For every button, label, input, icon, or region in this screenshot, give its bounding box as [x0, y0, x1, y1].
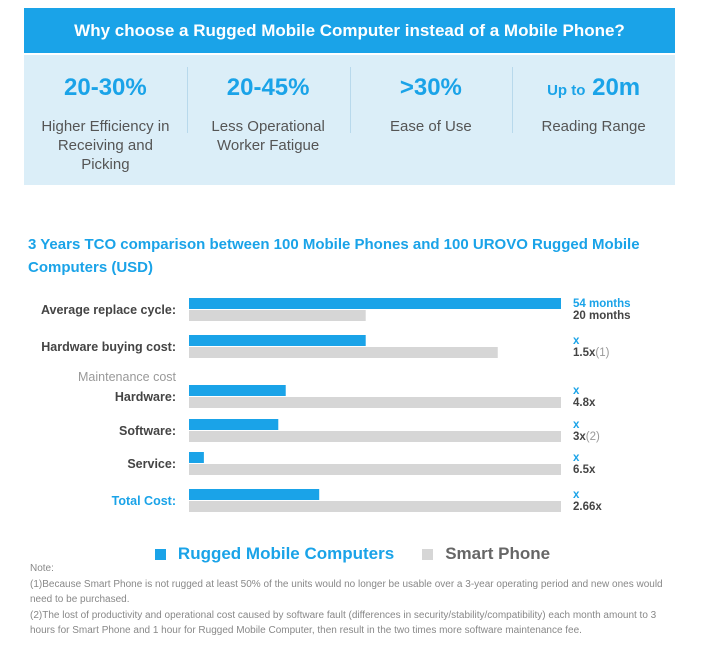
data-label-smart-phone: 4.8x — [573, 397, 596, 409]
data-label-smart-phone: 3x(2) — [573, 431, 600, 443]
data-label-rugged: x — [573, 452, 580, 464]
banner-title: Why choose a Rugged Mobile Computer inst… — [74, 20, 625, 40]
chart-title: 3 Years TCO comparison between 100 Mobil… — [28, 236, 640, 276]
category-label: Service: — [127, 457, 176, 471]
data-label-smart-phone: 20 months — [573, 310, 631, 322]
stat-value: >30% — [350, 73, 513, 103]
legend-item-phone: Smart Phone — [422, 544, 550, 564]
bar-smart-phone — [189, 397, 561, 408]
stat-fatigue: 20-45% Less Operational Worker Fatigue — [186, 55, 350, 185]
data-label-rugged: x — [573, 489, 580, 501]
stat-description: Ease of Use — [390, 118, 472, 135]
category-label: Average replace cycle: — [41, 303, 176, 317]
bar-rugged — [189, 419, 279, 430]
bar-rugged — [189, 452, 204, 463]
stat-description: Reading Range — [541, 118, 646, 135]
category-group-label: Maintenance cost — [78, 370, 177, 384]
bar-smart-phone — [189, 501, 561, 512]
data-label-smart-phone: 2.66x — [573, 501, 602, 513]
legend-label-rugged: Rugged Mobile Computers — [177, 544, 395, 563]
stat-value-text: 20-30% — [64, 74, 147, 101]
legend-swatch-rugged — [154, 548, 166, 560]
data-label-smart-phone: 1.5x(1) — [573, 347, 610, 359]
stat-prefix: Up to — [547, 82, 586, 99]
note-heading: Note: — [30, 563, 54, 574]
stat-value: 20-30% — [24, 73, 187, 103]
note-line: (1)Because Smart Phone is not rugged at … — [30, 578, 663, 606]
footnote-marker: (2) — [586, 431, 600, 443]
legend-label-phone: Smart Phone — [445, 544, 551, 563]
stat-value-text: 20m — [592, 74, 641, 101]
bar-rugged — [189, 298, 561, 309]
bar-rugged — [189, 489, 320, 500]
category-label: Software: — [119, 424, 176, 438]
data-label-rugged: x — [573, 335, 580, 347]
bar-rugged — [189, 335, 366, 346]
bar-smart-phone — [189, 347, 498, 358]
stats-panel: 20-30% Higher Efficiency in Receiving an… — [24, 55, 675, 185]
stat-value-text: 20-45% — [226, 74, 310, 101]
header-banner: Why choose a Rugged Mobile Computer inst… — [24, 8, 675, 53]
data-label-rugged: 54 months — [573, 298, 631, 310]
stat-value-text: >30% — [399, 74, 462, 101]
data-label-rugged: x — [573, 419, 580, 431]
tco-bar-chart: Maintenance cost Average replace cycle: 54… — [41, 298, 631, 513]
stat-efficiency: 20-30% Higher Efficiency in Receiving an… — [24, 55, 187, 185]
stat-ease: >30% Ease of Use — [349, 55, 513, 185]
data-label-smart-phone: 6.5x — [573, 464, 596, 476]
legend-swatch-phone — [422, 548, 434, 560]
note-line: (2)The lost of productivity and operatio… — [30, 609, 657, 637]
bar-smart-phone — [189, 310, 366, 321]
category-label: Hardware: — [115, 390, 176, 404]
stat-range: Up to 20m Reading Range — [512, 55, 675, 185]
category-label: Hardware buying cost: — [41, 340, 176, 354]
bar-smart-phone — [189, 464, 561, 475]
category-label: Total Cost: — [112, 494, 176, 508]
footnote-marker: (1) — [595, 347, 609, 359]
bar-rugged — [189, 385, 286, 396]
legend-item-rugged: Rugged Mobile Computers — [154, 544, 395, 564]
chart-legend: Rugged Mobile Computers Smart Phone — [0, 543, 705, 565]
stat-value: 20-45% — [187, 73, 350, 103]
stat-description: Less Operational Worker Fatigue — [211, 118, 325, 154]
stat-description: Higher Efficiency in Receiving and Picki… — [41, 118, 170, 173]
footnote: Note: (1)Because Smart Phone is not rugg… — [30, 561, 670, 639]
data-label-rugged: x — [573, 385, 580, 397]
stat-value: Up to 20m — [512, 73, 675, 103]
bar-smart-phone — [189, 431, 561, 442]
